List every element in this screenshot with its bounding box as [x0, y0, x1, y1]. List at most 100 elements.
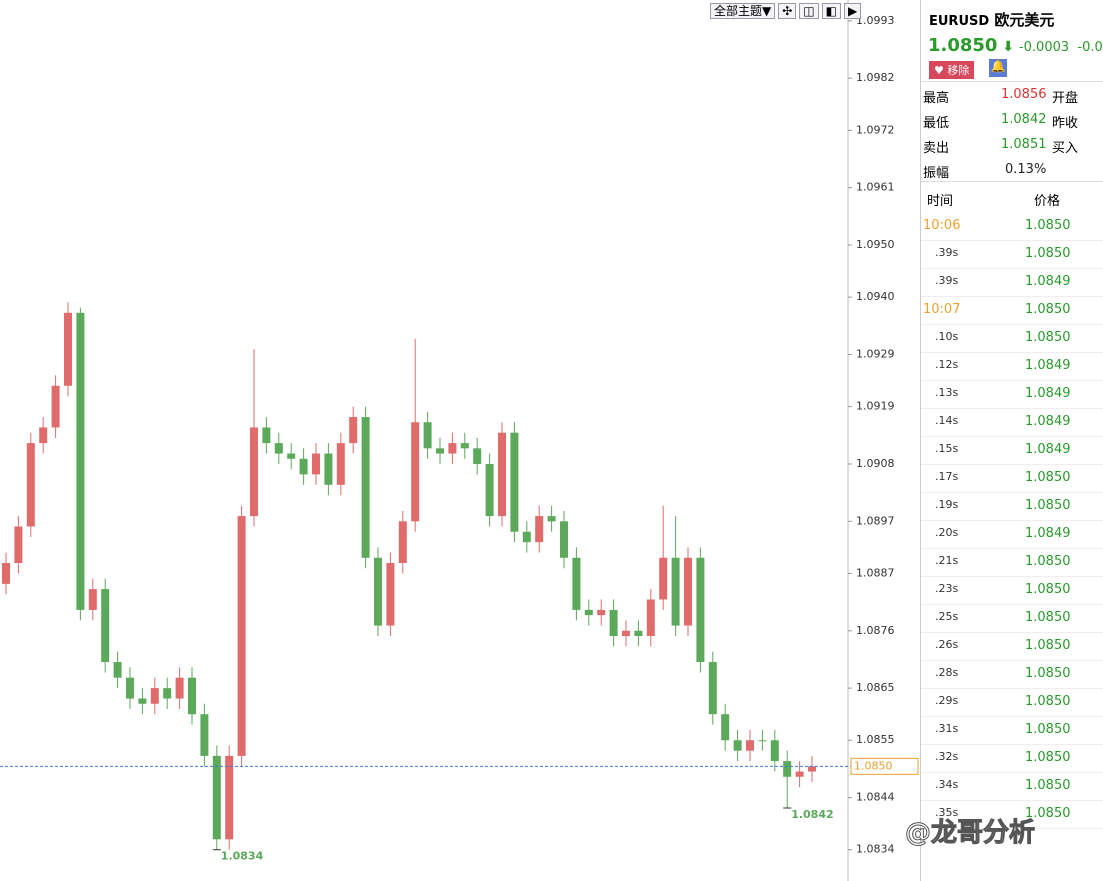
y-tick-label: 1.0972	[856, 123, 895, 136]
tick-time: .13s	[935, 386, 959, 399]
tick-price: 1.0850	[1025, 722, 1071, 737]
candle-body	[163, 688, 172, 699]
tick-time: .28s	[935, 666, 959, 679]
tick-row: .12s 1.0849	[921, 352, 1103, 381]
tick-price: 1.0849	[1025, 414, 1071, 429]
tick-price: 1.0850	[1025, 330, 1071, 345]
tick-price: 1.0850	[1025, 498, 1071, 513]
tick-price: 1.0850	[1025, 638, 1071, 653]
tick-time: .12s	[935, 358, 959, 371]
header-cell: 价格	[1034, 194, 1061, 209]
tool-button[interactable]: ▶	[843, 3, 862, 19]
stat-label: 振幅	[923, 166, 950, 181]
candle-body	[312, 453, 320, 475]
y-tick-label: 1.0865	[856, 681, 895, 694]
price: 1.0850	[928, 35, 998, 56]
candle-body	[411, 422, 420, 522]
stat-value: 1.0842	[1001, 112, 1047, 127]
tick-price: 1.0850	[1025, 246, 1071, 261]
stat-row: 振幅 0.13%	[921, 158, 1103, 182]
tick-row: .20s 1.0849	[921, 520, 1103, 549]
candle-body	[436, 448, 444, 454]
theme-button[interactable]: 全部主题▼	[710, 3, 776, 19]
tick-row: .39s 1.0850	[921, 240, 1103, 269]
toolbar: 全部主题▼ ✣ ◫ ◧ ▶	[710, 3, 862, 19]
watermark: @龙哥分析	[904, 818, 1036, 849]
tick-time: .14s	[935, 414, 959, 427]
candle-body	[374, 557, 382, 626]
candle-body	[76, 312, 85, 610]
candle-body	[510, 432, 519, 532]
change-pct: -0.03	[1077, 40, 1103, 55]
remove-label: 移除	[947, 64, 970, 77]
tick-row: .17s 1.0850	[921, 464, 1103, 493]
candle-body	[88, 589, 97, 610]
tool-button[interactable]: ◧	[821, 3, 841, 19]
annotation-label: 1.0834	[221, 850, 264, 863]
tick-row: .10s 1.0850	[921, 324, 1103, 353]
candle-body	[51, 385, 60, 428]
candle-body	[299, 458, 308, 475]
candle-body	[696, 557, 705, 663]
y-tick-label: 1.0919	[856, 400, 895, 413]
tick-time: .17s	[935, 470, 959, 483]
y-tick-label: 1.0961	[856, 181, 895, 194]
chart: 1.0993 1.0982 1.0972 1.0961 1.0950 1.0940 1.09…	[0, 0, 919, 881]
candle-body	[26, 443, 35, 527]
stat-label: 卖出	[923, 141, 950, 156]
tick-time: .35s	[935, 806, 959, 819]
header-cell: 时间	[927, 194, 954, 209]
tick-time: .32s	[935, 750, 959, 763]
tool-button[interactable]: ◫	[799, 3, 819, 19]
tick-price: 1.0849	[1025, 358, 1071, 373]
candle-body	[398, 521, 407, 564]
y-tick-label: 1.0876	[856, 624, 895, 637]
tick-time: .20s	[935, 526, 959, 539]
symbol-name: 欧元美元	[994, 11, 1055, 29]
candle-body	[237, 516, 246, 756]
symbol: EURUSD 欧元美元	[929, 9, 1054, 30]
tick-row: .29s 1.0850	[921, 688, 1103, 717]
candle-body	[188, 677, 196, 715]
y-tick-label: 1.0834	[856, 843, 895, 856]
alert-button[interactable]: 🔔	[989, 59, 1007, 77]
ticks-header: 时间 价格	[921, 184, 1103, 212]
candle-body	[758, 740, 767, 742]
y-tick-label: 1.0887	[856, 566, 895, 579]
candle-body	[225, 755, 234, 840]
tick-price: 1.0849	[1025, 526, 1071, 541]
tick-price: 1.0850	[1025, 750, 1071, 765]
tick-time: .39s	[935, 274, 959, 287]
tick-row: .35s 1.0850	[921, 800, 1103, 829]
candle-body	[795, 771, 804, 777]
tick-price: 1.0850	[1025, 470, 1071, 485]
stat-label: 最高	[923, 91, 950, 106]
candle-body	[522, 531, 531, 543]
candle-body	[336, 443, 345, 485]
remove-button[interactable]: ♥ 移除	[929, 61, 975, 79]
candle-body	[14, 526, 23, 564]
candle-body	[584, 609, 593, 616]
candle-body	[39, 427, 48, 444]
tick-row: .13s 1.0849	[921, 380, 1103, 409]
tick-time: .26s	[935, 638, 959, 651]
y-tick-label: 1.0950	[856, 238, 895, 251]
tick-time: .34s	[935, 778, 959, 791]
candle-body	[473, 448, 482, 464]
annotation-label: 1.0842	[791, 808, 833, 821]
tick-time: .15s	[935, 442, 959, 455]
candle-body	[423, 422, 432, 449]
stat-label: 最低	[923, 116, 950, 131]
candle-body	[746, 740, 754, 751]
candle-body	[547, 516, 556, 522]
tick-price: 1.0850	[1025, 218, 1071, 233]
price-line: 1.0850 ⬇ -0.0003 -0.03	[928, 35, 1103, 56]
stat-row: 最高 1.0856 开盘	[921, 83, 1103, 107]
tool-button[interactable]: ✣	[778, 3, 797, 19]
candle-body	[448, 443, 457, 454]
last-price-box	[850, 757, 919, 775]
candle-body	[386, 563, 395, 626]
candle-body	[175, 677, 184, 699]
tick-time: .39s	[935, 246, 959, 259]
stat-row: 卖出 1.0851 买入	[921, 133, 1103, 157]
